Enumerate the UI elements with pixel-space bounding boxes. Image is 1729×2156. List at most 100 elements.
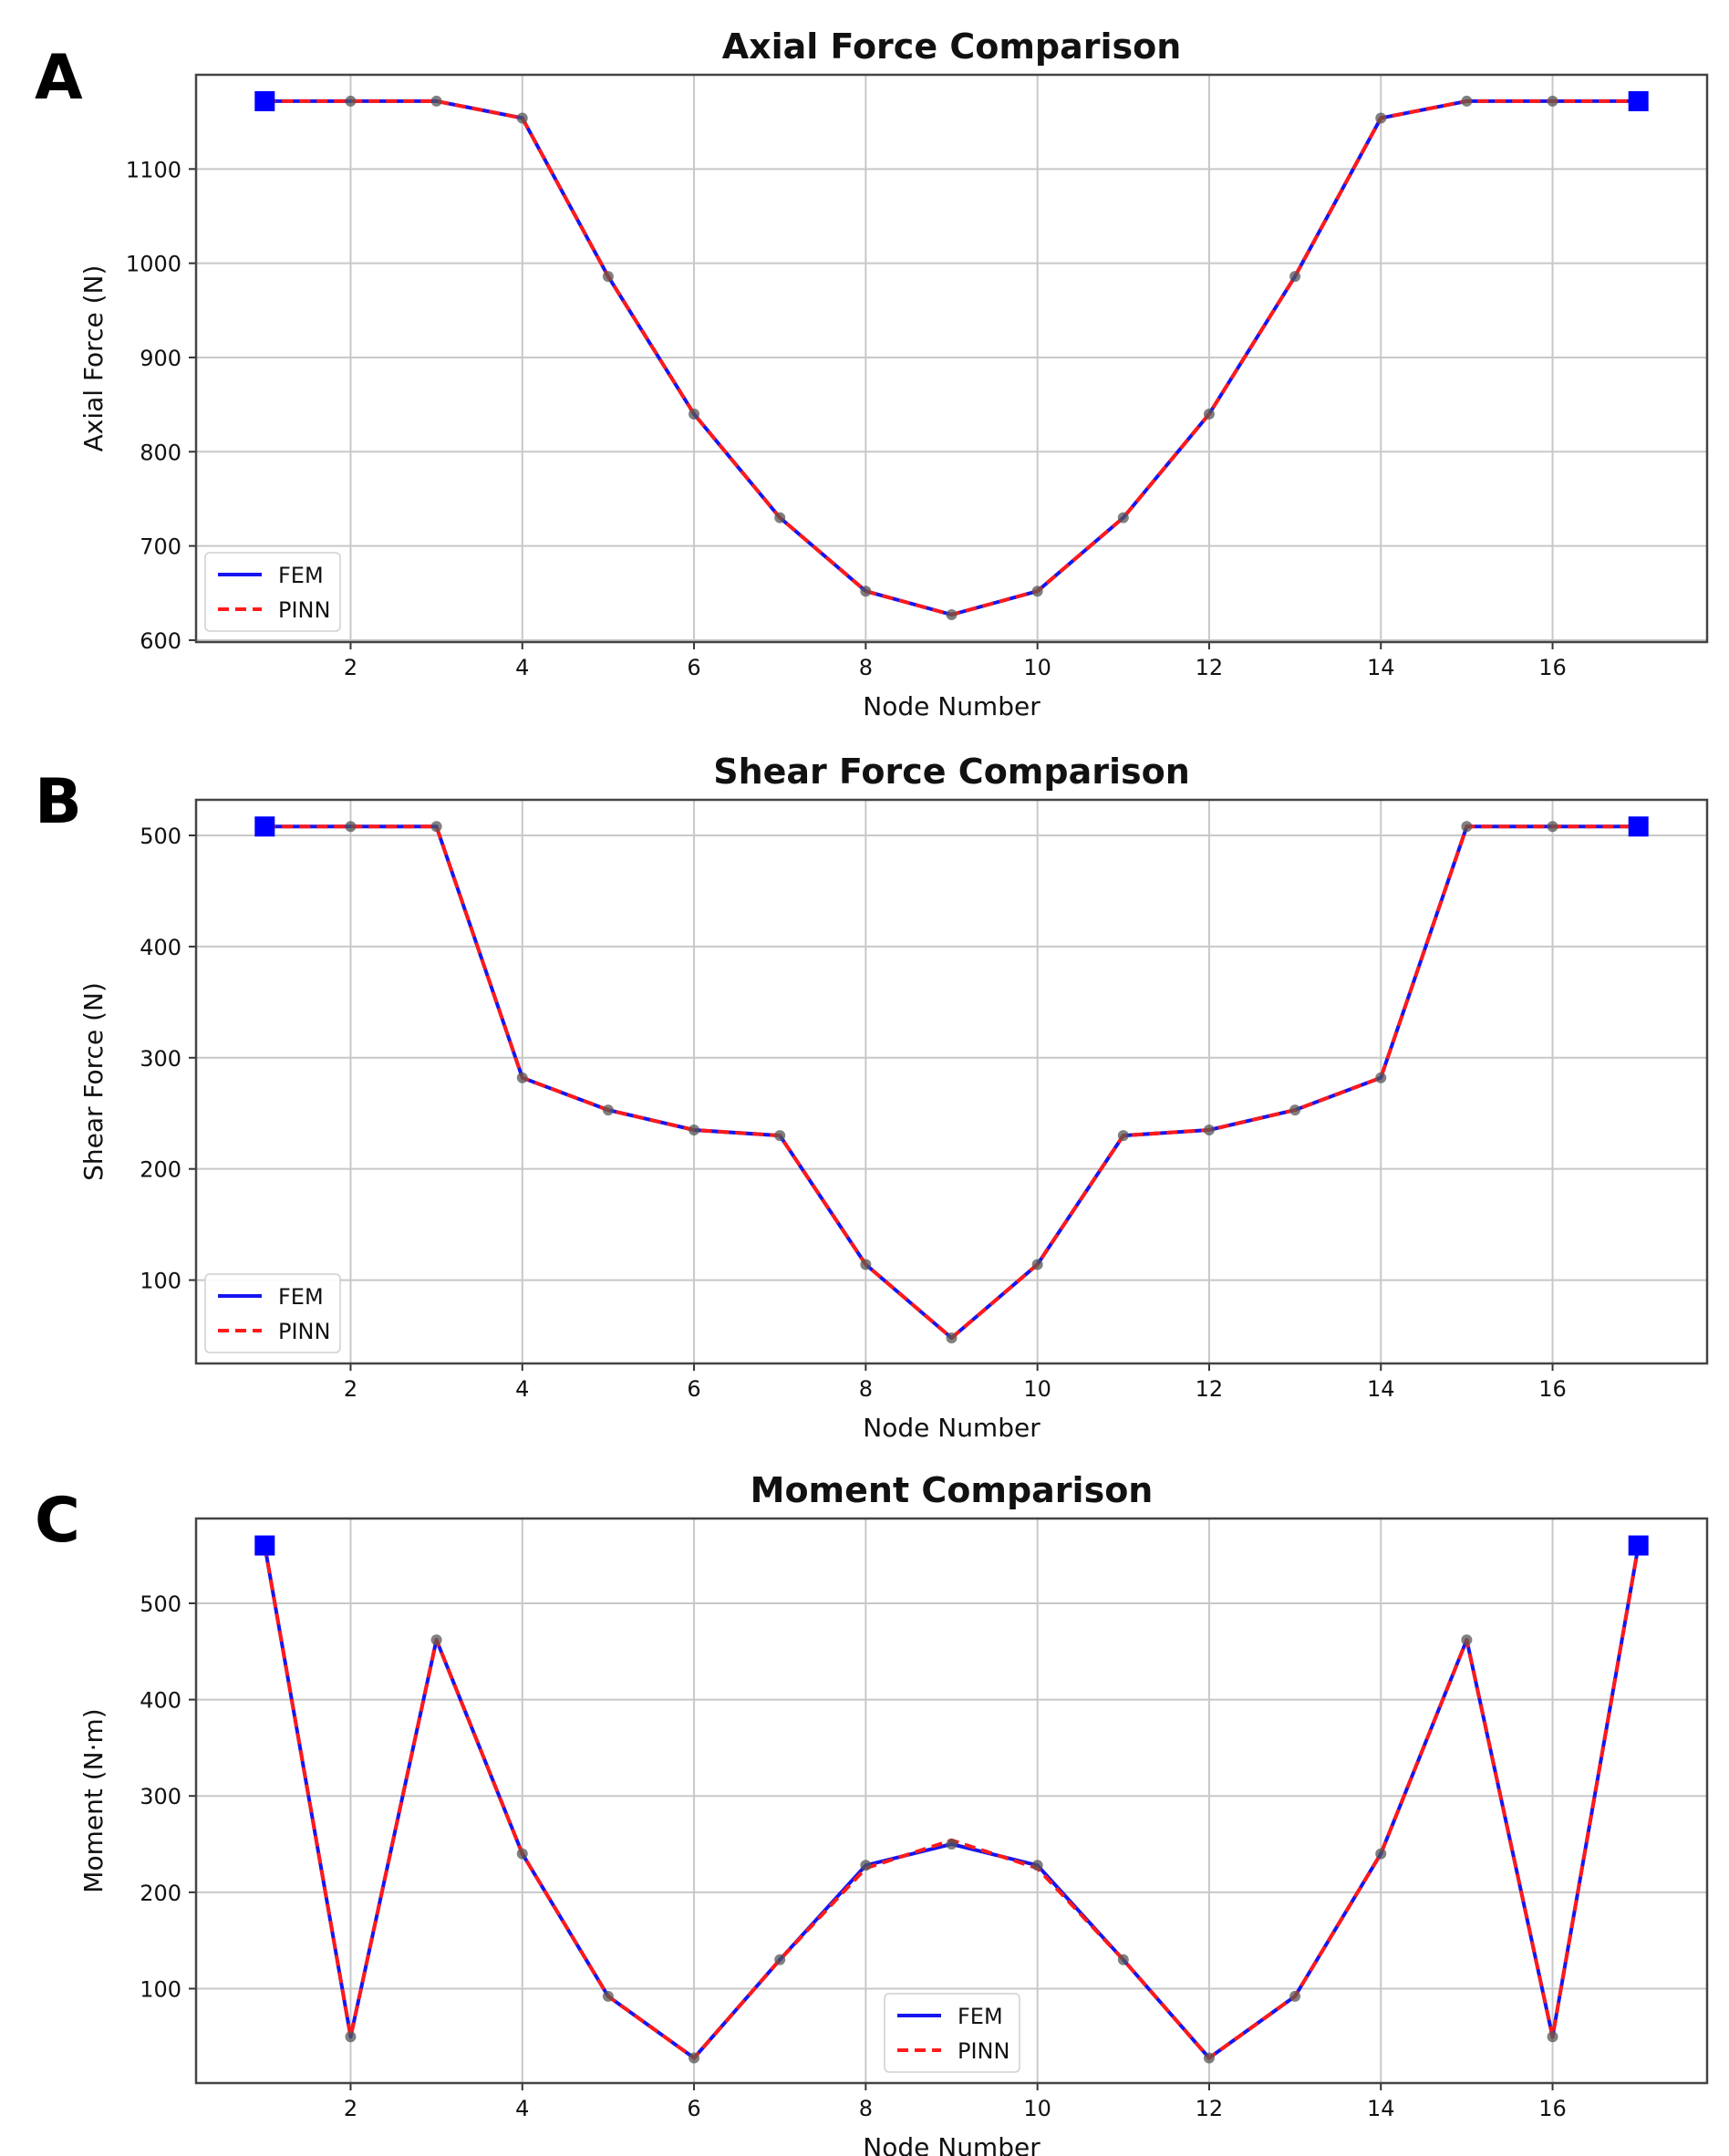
x-tick-label: 2 <box>344 2096 357 2121</box>
x-tick-label: 14 <box>1367 2096 1395 2121</box>
y-tick-label: 700 <box>140 534 181 560</box>
node-point <box>1203 408 1215 420</box>
x-tick-label: 16 <box>1538 655 1567 680</box>
node-point <box>516 112 528 124</box>
plot-frame <box>194 1517 1709 2085</box>
legend-box <box>204 552 341 632</box>
node-point <box>1289 1104 1301 1116</box>
x-tick-label: 6 <box>687 1376 700 1402</box>
x-tick-label: 10 <box>1023 655 1051 680</box>
legend-box <box>204 1273 341 1353</box>
y-tick-label: 600 <box>140 628 181 654</box>
x-tick-label: 6 <box>687 655 700 680</box>
y-axis-label: Axial Force (N) <box>78 265 109 452</box>
y-tick-label: 300 <box>140 1046 181 1072</box>
y-tick-label: 1000 <box>126 252 181 277</box>
series-line-fem <box>263 1545 1641 2060</box>
chart-title: Moment Comparison <box>751 1470 1154 1510</box>
x-tick-label: 2 <box>344 655 357 680</box>
node-point <box>860 586 872 597</box>
node-point <box>946 609 958 621</box>
x-tick-label: 10 <box>1023 2096 1051 2121</box>
series-line-pinn <box>263 1545 1641 2060</box>
y-tick-label: 800 <box>140 440 181 465</box>
x-tick-label: 4 <box>515 655 529 680</box>
plot-frame <box>194 73 1709 644</box>
node-point <box>516 1848 528 1860</box>
support-node-marker <box>1628 1535 1649 1556</box>
node-point <box>1547 821 1558 833</box>
y-tick-label: 1100 <box>126 157 181 182</box>
plot-frame <box>194 798 1709 1365</box>
y-axis-label: Moment (N·m) <box>78 1708 109 1892</box>
node-point <box>860 1860 872 1871</box>
node-point <box>946 1839 958 1850</box>
series-line-fem <box>264 824 1639 1340</box>
support-node-marker <box>1628 816 1649 837</box>
series-line-pinn <box>264 824 1639 1340</box>
node-point <box>1375 112 1387 124</box>
legend: FEM PINN <box>204 552 341 632</box>
node-point <box>774 1954 786 1965</box>
node-point <box>345 2031 357 2043</box>
node-point <box>1289 271 1301 283</box>
y-tick-label: 100 <box>140 1269 181 1294</box>
legend-label-pinn: PINN <box>278 597 330 623</box>
node-point <box>430 95 442 107</box>
panel-letter: C <box>35 1485 80 1557</box>
legend: FEM PINN <box>884 1993 1020 2073</box>
chart-panel-3: C Moment Comparison 2 4 6 8 10 12 14 16 100 200 300 4… <box>35 1470 1709 2156</box>
chart-panel-2: B Shear Force Comparison 2 4 6 8 10 12 14 16 100 20… <box>35 751 1709 1443</box>
y-tick-label: 300 <box>140 1784 181 1809</box>
node-point <box>1547 95 1558 107</box>
node-point <box>1461 95 1473 107</box>
x-tick-label: 12 <box>1196 1376 1224 1402</box>
node-point <box>1117 1954 1129 1965</box>
x-tick-label: 8 <box>859 1376 873 1402</box>
node-point <box>516 1072 528 1083</box>
node-point <box>1203 1125 1215 1136</box>
node-point <box>1031 586 1043 597</box>
panel-letter: A <box>35 42 83 114</box>
node-point <box>688 2052 700 2064</box>
legend-label-fem: FEM <box>958 2004 1003 2029</box>
node-point <box>1461 821 1473 833</box>
node-point <box>602 271 614 283</box>
x-tick-label: 10 <box>1023 1376 1051 1402</box>
node-point <box>1461 1634 1473 1646</box>
x-tick-label: 4 <box>515 2096 529 2121</box>
x-axis-label: Node Number <box>863 2132 1041 2156</box>
x-tick-label: 14 <box>1367 655 1395 680</box>
legend-label-fem: FEM <box>278 563 324 588</box>
y-tick-label: 400 <box>140 935 181 960</box>
node-point <box>1375 1848 1387 1860</box>
node-point <box>1289 1990 1301 2002</box>
legend-label-pinn: PINN <box>278 1319 330 1344</box>
node-point <box>1031 1259 1043 1270</box>
y-axis-label: Shear Force (N) <box>78 982 109 1181</box>
node-point <box>1117 512 1129 523</box>
y-tick-label: 200 <box>140 1881 181 1906</box>
y-tick-label: 100 <box>140 1976 181 2002</box>
node-point <box>1203 2052 1215 2064</box>
chart-title: Axial Force Comparison <box>722 26 1182 67</box>
x-tick-label: 8 <box>859 2096 873 2121</box>
x-axis-label: Node Number <box>863 1413 1041 1443</box>
support-node-marker <box>1628 90 1649 111</box>
x-tick-label: 8 <box>859 655 873 680</box>
chart-panel-1: A Axial Force Comparison 2 4 6 8 10 12 14 16 600 70… <box>35 26 1709 721</box>
panel-letter: B <box>35 766 82 838</box>
node-point <box>1117 1130 1129 1142</box>
x-tick-label: 6 <box>687 2096 700 2121</box>
node-point <box>774 512 786 523</box>
support-node-marker <box>254 816 275 837</box>
node-point <box>602 1104 614 1116</box>
y-tick-label: 400 <box>140 1688 181 1714</box>
x-axis-label: Node Number <box>863 691 1041 721</box>
chart-title: Shear Force Comparison <box>713 751 1190 792</box>
node-point <box>946 1332 958 1343</box>
legend-label-pinn: PINN <box>958 2038 1009 2064</box>
legend-box <box>884 1993 1020 2073</box>
node-point <box>860 1259 872 1270</box>
